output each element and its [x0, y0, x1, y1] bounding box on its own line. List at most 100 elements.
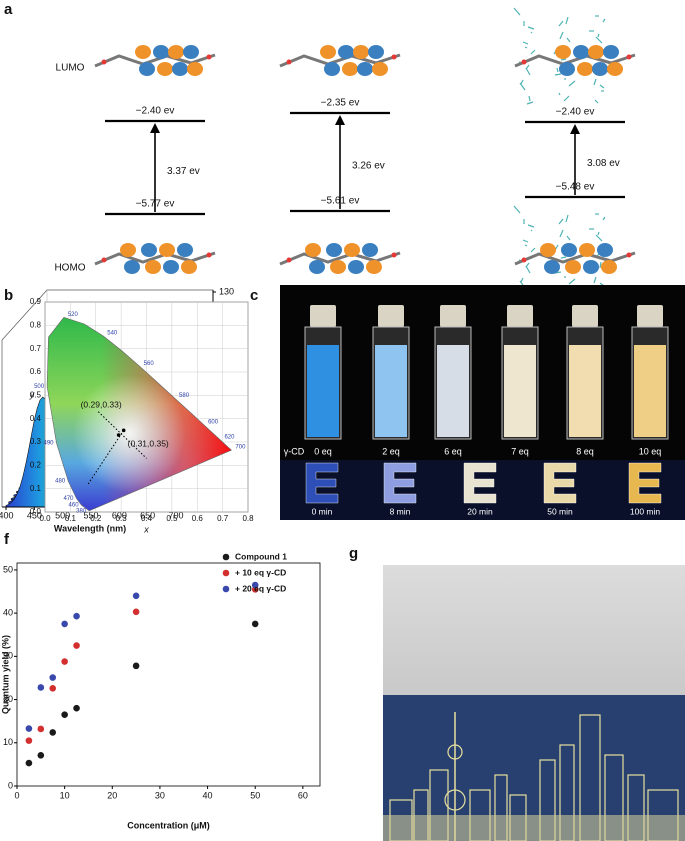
orbital-lobe: [330, 260, 346, 274]
cyclodextrin-bond: [524, 244, 528, 247]
oxygen: [626, 252, 632, 258]
building: [539, 759, 556, 841]
data-point: [61, 711, 68, 718]
y-tick-label: 20: [3, 694, 13, 704]
vial-cap: [637, 305, 663, 327]
x-axis-label: x: [143, 524, 149, 534]
vial-label: 10 eq: [639, 446, 662, 456]
e-label: 100 min: [630, 506, 661, 516]
orbital-lobe: [168, 45, 184, 59]
orbital-lobe: [139, 62, 155, 76]
e-label: 0 min: [312, 506, 333, 516]
orbital-lobe: [588, 45, 604, 59]
legend-marker: [222, 585, 230, 593]
oxygen: [626, 54, 632, 60]
orbital-lobe: [163, 260, 179, 274]
panel-letter: b: [4, 287, 13, 304]
orbital-lobe: [544, 260, 560, 274]
cyclodextrin-bond: [602, 216, 606, 221]
orbital-lobe: [555, 45, 571, 59]
cyclodextrin-bond: [563, 95, 570, 102]
orbital-lobe: [357, 62, 373, 76]
y-tick-label: 0.0: [30, 507, 42, 516]
x-tick-label: 30: [155, 790, 165, 800]
gap-energy: 3.37 ev: [167, 166, 200, 177]
building: [494, 774, 508, 841]
vial-cap: [440, 305, 466, 327]
orbital-lobe: [159, 243, 175, 257]
cyclodextrin-bond: [530, 247, 536, 253]
x-axis-label: Wavelength (nm): [54, 523, 126, 533]
y-tick-label: 30: [3, 651, 13, 661]
wavelength-label: 500: [34, 384, 45, 390]
cyclodextrin-bond: [530, 49, 536, 55]
x-tick-label: 700: [168, 510, 183, 520]
vial-liquid: [504, 345, 536, 437]
data-point: [251, 620, 259, 628]
x-tick-label: 0.7: [217, 514, 229, 523]
orbital-lobe: [607, 62, 623, 76]
lumo-energy: −2.40 ev: [136, 106, 175, 117]
x-tick-label: 10: [60, 790, 70, 800]
legend-marker: [222, 569, 230, 577]
y-tick-label: 0.8: [30, 320, 42, 329]
wavelength-label: 540: [107, 331, 118, 337]
oxygen: [101, 59, 107, 65]
arrow-head: [335, 115, 345, 125]
y-tick-label: 0.1: [30, 484, 42, 493]
tower-sphere: [447, 744, 463, 760]
vial-cap: [378, 305, 404, 327]
skyline-base: [383, 815, 685, 841]
oxygen: [521, 257, 527, 263]
building: [604, 754, 624, 841]
vial-cap: [310, 305, 336, 327]
orbital-lobe: [342, 62, 358, 76]
x-tick-label: 600: [112, 510, 127, 520]
x-tick-label: 20: [107, 790, 117, 800]
orbital-lobe: [597, 243, 613, 257]
cyclodextrin-bond: [595, 234, 603, 242]
orbital-lobe: [583, 260, 599, 274]
cyclodextrin-bond: [513, 205, 521, 214]
cyclodextrin-bond: [566, 235, 571, 241]
building: [429, 769, 449, 841]
lumo-label: LUMO: [56, 63, 85, 74]
x-tick-label: 500: [55, 510, 70, 520]
cyclodextrin-bond: [530, 31, 533, 34]
orbital-lobe: [135, 45, 151, 59]
x-tick-label: 0.5: [166, 514, 178, 523]
data-point: [37, 684, 45, 691]
cyclodextrin-bond: [558, 218, 564, 225]
orbital-lobe: [362, 243, 378, 257]
y-tick-label: 0.6: [30, 367, 42, 376]
e-label: 20 min: [467, 506, 493, 516]
x-tick-label: 0.3: [116, 514, 128, 523]
wavelength-label: 470: [63, 496, 74, 502]
molecule-backbone: [94, 251, 216, 266]
oxygen: [206, 252, 212, 258]
cyclodextrin-bond: [560, 58, 567, 61]
x-tick-label: 0.4: [141, 514, 153, 523]
cyclodextrin-bond: [528, 95, 531, 102]
cyclodextrin-bond: [527, 224, 535, 228]
wavelength-label: 490: [44, 441, 55, 447]
y-axis-label: y: [29, 390, 35, 400]
molecule-backbone: [94, 53, 216, 68]
cyclodextrin-bond: [594, 99, 599, 104]
wavelength-label: 520: [68, 312, 79, 318]
orbital-lobe: [172, 62, 188, 76]
cyclodextrin-bond: [599, 261, 602, 269]
y-tick-label: 0.7: [30, 344, 42, 353]
e-shape: [305, 462, 339, 504]
orbital-lobe: [372, 62, 388, 76]
wavelength-label: 620: [224, 435, 235, 441]
tower-sphere: [444, 789, 466, 811]
vial-liquid: [634, 345, 666, 437]
orbital-lobe: [187, 62, 203, 76]
cyclodextrin-bond: [558, 92, 561, 96]
orbital-lobe: [326, 243, 342, 257]
panel-letter: c: [250, 287, 258, 304]
cie-point-label: (0.29,0.33): [81, 399, 122, 409]
data-point: [251, 581, 259, 589]
